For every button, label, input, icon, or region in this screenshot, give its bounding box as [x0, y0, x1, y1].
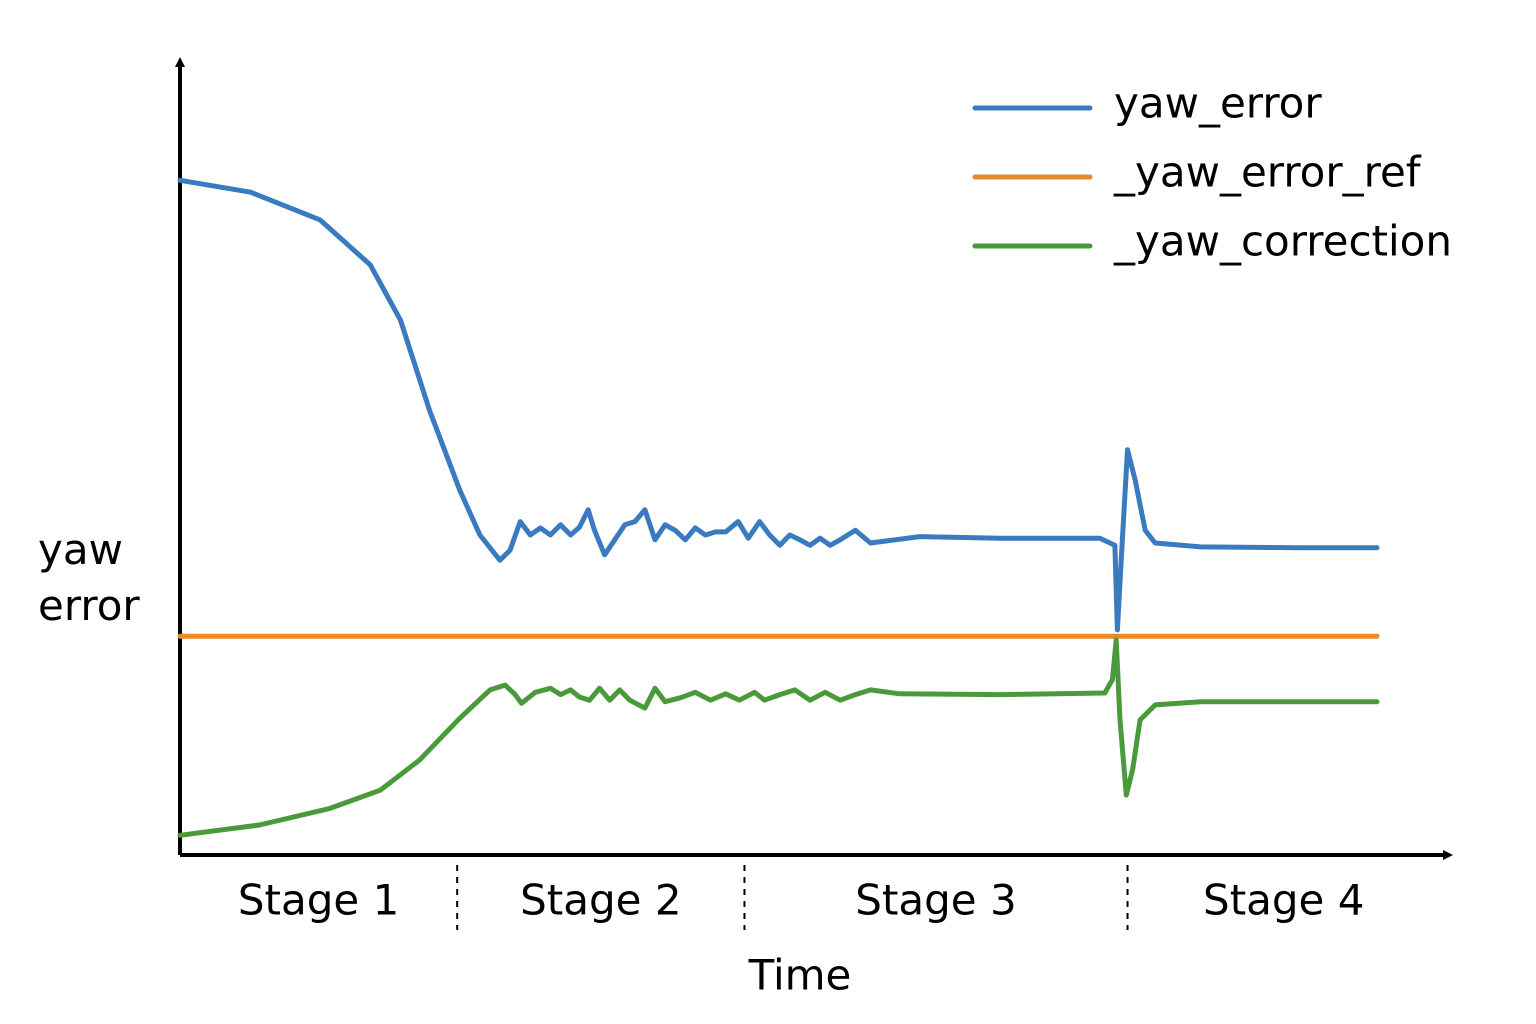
legend-label: _yaw_correction	[1113, 217, 1452, 266]
legend-label: _yaw_error_ref	[1113, 148, 1422, 197]
stage-label: Stage 4	[1203, 876, 1364, 925]
stage-label: Stage 1	[238, 876, 399, 925]
series-line	[177, 637, 1380, 838]
legend-label: yaw_error	[1114, 79, 1322, 128]
x-axis-label: Time	[748, 951, 852, 1000]
series-line	[177, 177, 1380, 633]
stage-label: Stage 3	[855, 876, 1016, 925]
y-axis-label: yaw error	[38, 525, 140, 630]
stage-label: Stage 2	[520, 876, 681, 925]
